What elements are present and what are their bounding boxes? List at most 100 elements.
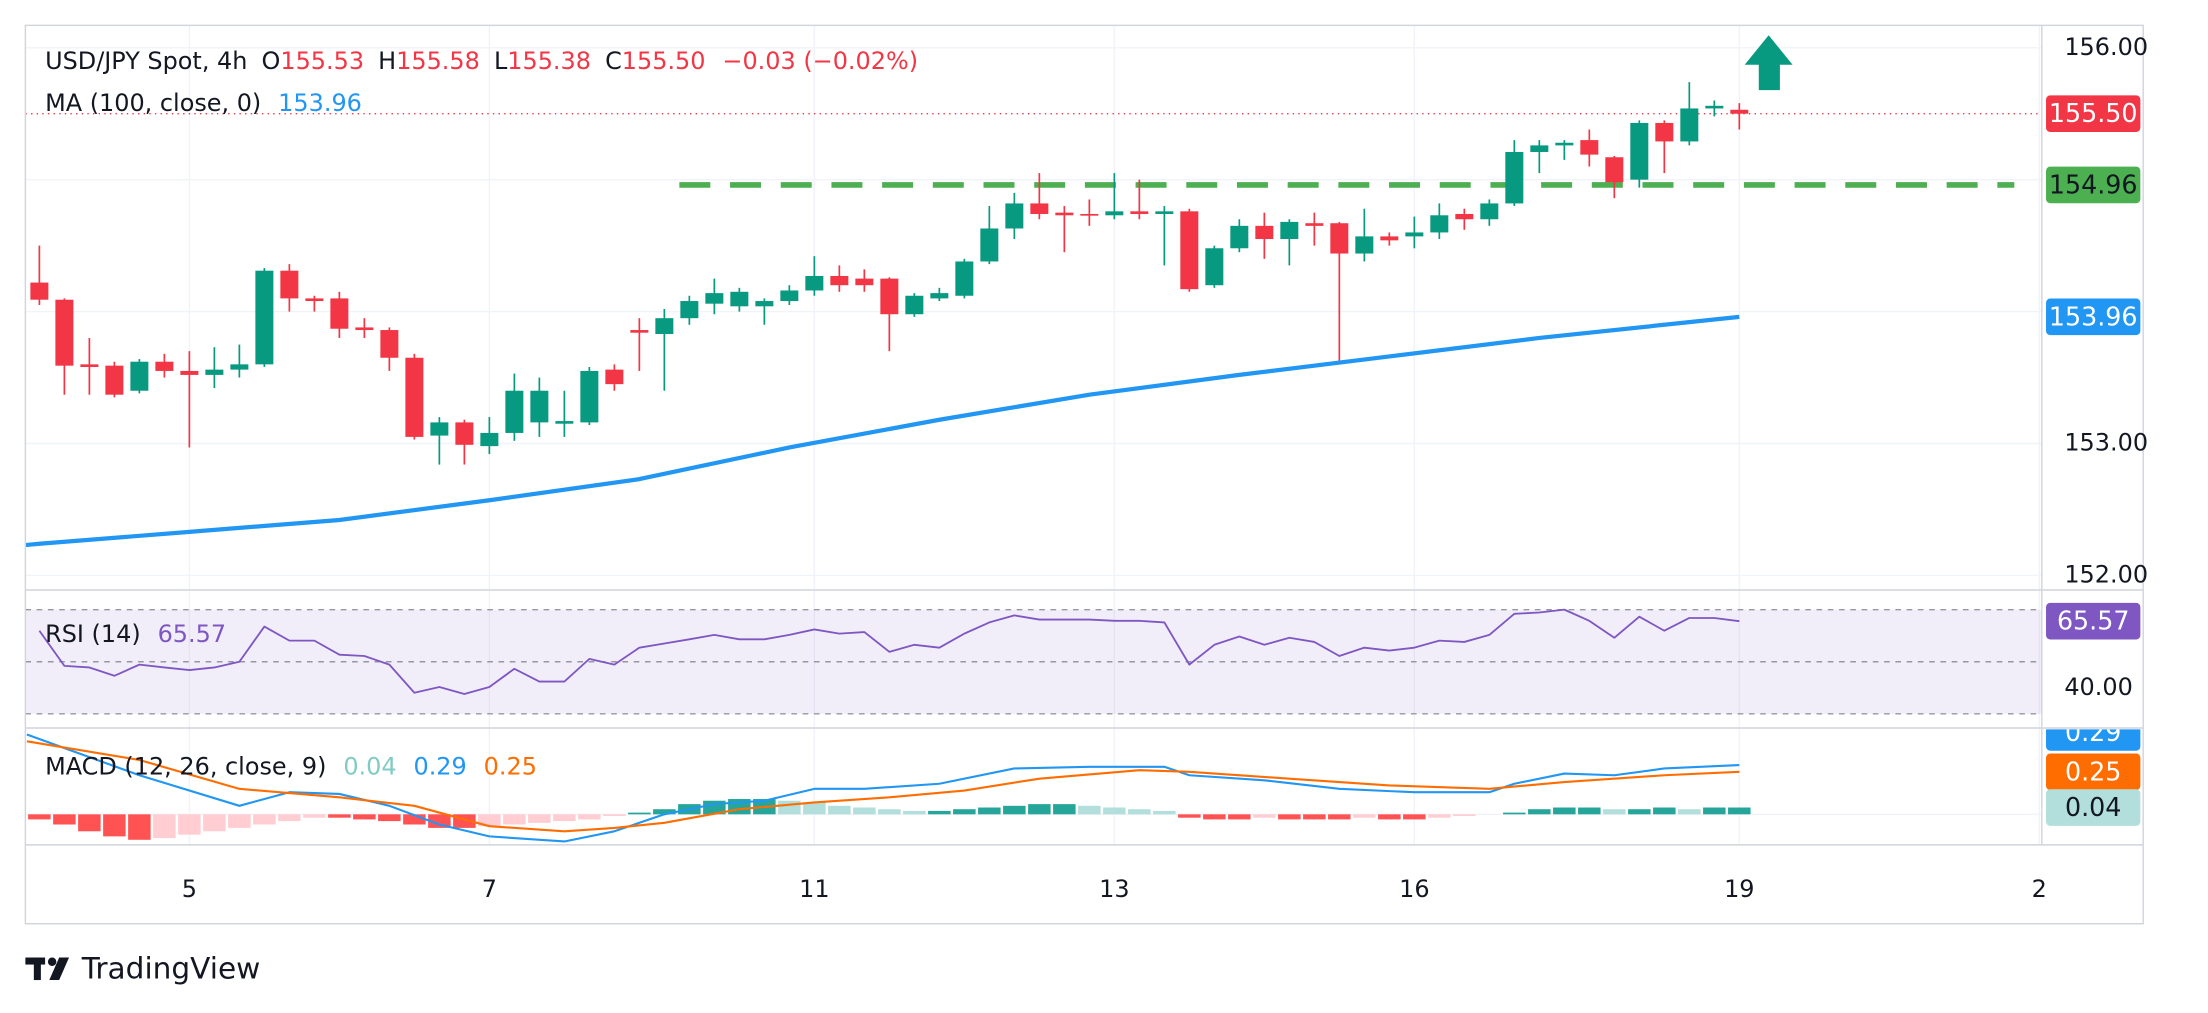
histogram-bar bbox=[953, 809, 976, 815]
histogram-bar bbox=[1203, 814, 1226, 820]
candle-body bbox=[205, 369, 224, 375]
histogram-bar bbox=[328, 814, 351, 818]
histogram-bar bbox=[1353, 814, 1376, 818]
price-tag-label: 154.96 bbox=[2049, 169, 2138, 199]
arrow-head bbox=[1744, 35, 1793, 65]
macd-tags: 0.29 0.25 0.04 bbox=[2046, 717, 2141, 826]
candle-body bbox=[630, 330, 649, 333]
histogram-bar bbox=[1378, 814, 1401, 820]
price-tag-label: 65.57 bbox=[2057, 606, 2130, 636]
ohlc-key: L bbox=[494, 47, 508, 75]
candle-body bbox=[1030, 203, 1049, 214]
ohlc-value: 155.53 bbox=[280, 47, 364, 75]
candle-body bbox=[105, 365, 124, 395]
signal-value: 0.25 bbox=[484, 752, 537, 780]
x-tick-label: 2 bbox=[2032, 875, 2047, 903]
histogram-bar bbox=[1153, 810, 1176, 815]
candle-body bbox=[1705, 105, 1724, 109]
y-tick-label: 156.00 bbox=[2064, 33, 2148, 61]
symbol: USD/JPY Spot, 4h bbox=[45, 47, 247, 75]
legend-header: USD/JPY Spot, 4h O155.53 H155.58 L155.38 C15… bbox=[45, 47, 918, 75]
candle-body bbox=[1130, 211, 1149, 214]
histogram-bar bbox=[1703, 807, 1726, 815]
candle-body bbox=[730, 291, 749, 307]
candle-body bbox=[355, 327, 374, 331]
candle-body bbox=[230, 364, 249, 370]
price-tag bbox=[2046, 753, 2141, 791]
histogram-bar bbox=[1403, 814, 1426, 820]
histogram-bar bbox=[503, 814, 526, 825]
candle-body bbox=[1055, 212, 1074, 216]
price-tag bbox=[2046, 166, 2141, 204]
candle-body bbox=[480, 432, 499, 447]
candle-body bbox=[1105, 211, 1124, 216]
candle-body bbox=[1280, 221, 1299, 240]
macd-label: MACD (12, 26, close, 9) bbox=[45, 752, 326, 780]
candle-body bbox=[705, 293, 724, 304]
candle-body bbox=[1380, 236, 1399, 241]
candle-body bbox=[605, 369, 624, 385]
histogram-bar bbox=[103, 814, 126, 837]
candle-body bbox=[830, 275, 849, 286]
histogram-bar bbox=[128, 814, 151, 840]
branding: TradingView bbox=[81, 952, 261, 986]
price-tag-label: 155.50 bbox=[2049, 98, 2138, 128]
histogram-bar bbox=[1553, 807, 1576, 815]
histogram-bar bbox=[228, 814, 251, 828]
candle-body bbox=[680, 301, 699, 319]
histogram-bar bbox=[978, 807, 1001, 815]
candle-body bbox=[1555, 142, 1574, 146]
candle-body bbox=[580, 370, 599, 423]
price-tag bbox=[2046, 602, 2141, 640]
price-tag-label: 0.04 bbox=[2065, 792, 2121, 822]
ohlc-key: O bbox=[262, 47, 281, 75]
histogram-bar bbox=[1453, 814, 1476, 817]
candle-body bbox=[855, 278, 874, 286]
price-tag bbox=[2046, 729, 2141, 751]
candle-body bbox=[1605, 157, 1624, 183]
candle-body bbox=[1430, 215, 1449, 233]
plot-area bbox=[25, 82, 2042, 843]
histogram-bar bbox=[1428, 814, 1451, 818]
histogram-bar bbox=[1278, 814, 1301, 820]
candle-body bbox=[505, 390, 524, 433]
candle-body bbox=[80, 364, 99, 367]
histogram-bar bbox=[1228, 814, 1251, 820]
histogram-bar bbox=[1078, 805, 1101, 815]
histogram-bar bbox=[1253, 814, 1276, 818]
signal-line bbox=[26, 740, 1740, 833]
candle-body bbox=[955, 261, 974, 296]
candle-body bbox=[305, 298, 324, 302]
price-tag-label: 0.29 bbox=[2065, 717, 2121, 747]
rsi-legend: RSI (14) 65.57 bbox=[45, 620, 226, 648]
candle-body bbox=[55, 299, 74, 366]
ma-line bbox=[25, 314, 1740, 548]
candle-body bbox=[780, 290, 799, 302]
price-tag-label: 0.25 bbox=[2065, 756, 2121, 786]
ma-legend: MA (100, close, 0) 153.96 bbox=[45, 89, 362, 117]
arrow-stem bbox=[1758, 63, 1780, 91]
candle-body bbox=[880, 278, 899, 315]
histogram-bar bbox=[428, 814, 451, 828]
candle-body bbox=[530, 390, 549, 423]
histogram-bar bbox=[853, 807, 876, 815]
histogram-bar bbox=[1103, 807, 1126, 815]
candle-body bbox=[1005, 203, 1024, 229]
candle-body bbox=[280, 270, 299, 299]
histogram-bar bbox=[1128, 809, 1151, 815]
logo-part bbox=[47, 957, 57, 966]
histogram-bar bbox=[278, 814, 301, 822]
macd-value: 0.29 bbox=[413, 752, 466, 780]
rsi-label: RSI (14) bbox=[45, 620, 141, 648]
histogram-bar bbox=[1303, 814, 1326, 820]
candle-body bbox=[430, 422, 449, 436]
candle-body bbox=[980, 228, 999, 262]
histogram-bar bbox=[1178, 814, 1201, 818]
candle-body bbox=[405, 357, 424, 437]
histogram-bar bbox=[828, 805, 851, 815]
candle-body bbox=[1080, 213, 1099, 216]
histogram-value: 0.04 bbox=[343, 752, 396, 780]
histogram-bar bbox=[78, 814, 101, 832]
price-tag bbox=[2046, 789, 2141, 826]
